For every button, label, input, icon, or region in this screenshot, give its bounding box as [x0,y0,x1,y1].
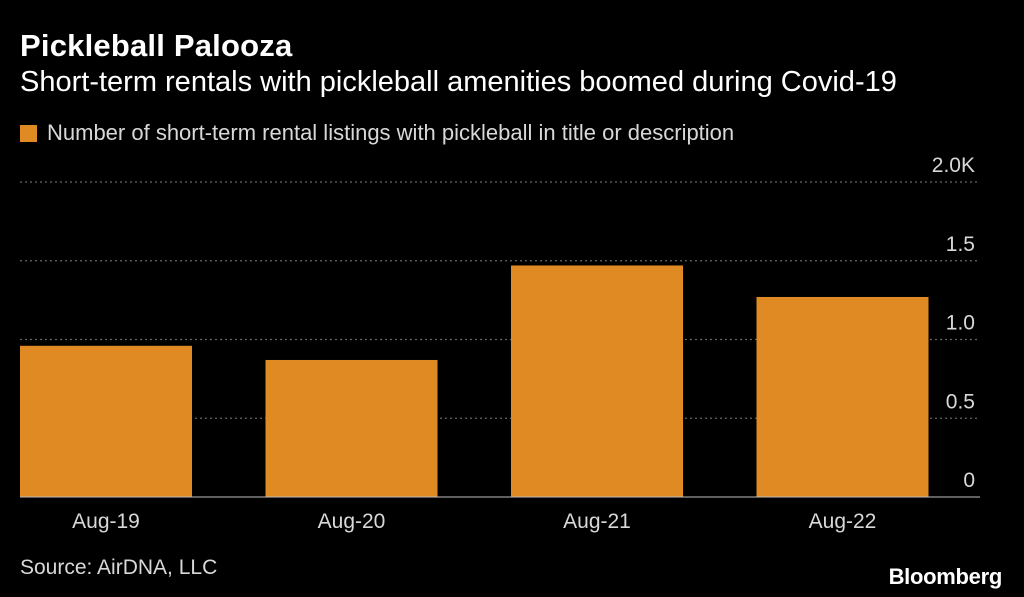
bar [756,296,929,497]
legend-swatch [20,124,37,142]
x-tick-label: Aug-21 [563,510,631,533]
source-note: Source: AirDNA, LLC [20,556,218,579]
y-tick-label: 2.0K [932,154,975,177]
chart-subtitle: Short-term rentals with pickleball ameni… [20,66,897,98]
x-tick-label: Aug-19 [72,510,140,533]
legend-label: Number of short-term rental listings wit… [47,120,735,145]
bar [20,345,192,497]
y-tick-label: 0.5 [946,390,975,413]
chart-title: Pickleball Palooza [20,28,293,63]
bar [511,265,683,497]
x-tick-label: Aug-22 [809,510,877,533]
y-tick-label: 0 [963,469,975,492]
x-tick-label: Aug-20 [318,510,386,533]
y-tick-label: 1.0 [946,312,975,335]
y-tick-label: 1.5 [946,233,975,256]
legend: Number of short-term rental listings wit… [20,120,734,146]
bloomberg-logo: Bloomberg [888,564,1003,589]
bar [265,359,438,497]
